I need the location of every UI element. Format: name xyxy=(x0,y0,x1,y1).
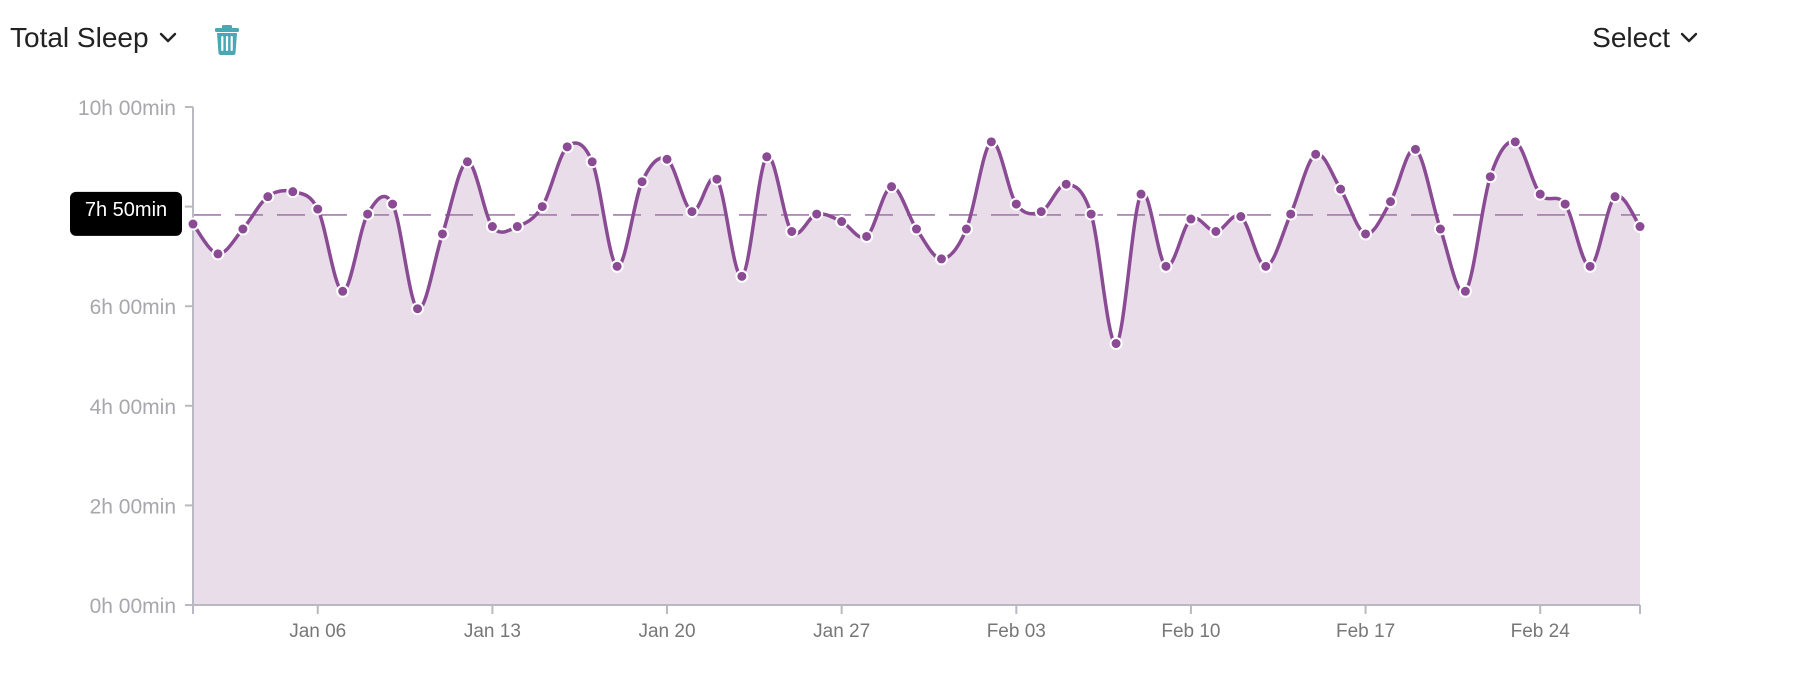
x-tick-label: Feb 03 xyxy=(987,621,1046,642)
data-point xyxy=(710,172,724,186)
data-point xyxy=(860,229,874,243)
data-point xyxy=(1633,220,1647,234)
data-point xyxy=(1209,225,1223,238)
data-point xyxy=(411,302,425,316)
chevron-down-icon xyxy=(159,32,176,43)
data-points-layer xyxy=(186,135,1647,351)
data-point xyxy=(1583,259,1597,273)
data-point xyxy=(1458,284,1472,298)
data-point xyxy=(336,284,350,298)
x-tick-label: Feb 10 xyxy=(1161,621,1220,642)
data-point xyxy=(1009,197,1023,211)
data-point xyxy=(1384,195,1398,209)
data-point xyxy=(635,175,649,189)
x-tick-label: Feb 17 xyxy=(1336,621,1395,642)
data-point xyxy=(1084,207,1098,221)
data-point xyxy=(1234,210,1248,224)
range-dropdown-label: Select xyxy=(1592,22,1670,53)
data-point xyxy=(311,202,325,216)
data-point xyxy=(460,155,474,169)
metric-dropdown[interactable]: Total Sleep xyxy=(10,22,177,54)
range-dropdown[interactable]: Select xyxy=(1592,22,1698,54)
data-point xyxy=(435,227,449,241)
data-point xyxy=(1159,259,1173,273)
data-point xyxy=(885,180,899,194)
data-point xyxy=(1034,205,1048,219)
data-point xyxy=(386,197,400,211)
chart-area-layer xyxy=(193,141,1640,605)
data-point xyxy=(1284,207,1298,221)
data-point xyxy=(835,215,849,229)
data-point xyxy=(286,185,300,199)
data-point xyxy=(735,269,749,283)
data-point xyxy=(361,207,375,221)
y-tick-label: 4h 00min xyxy=(90,396,176,419)
chevron-down-icon xyxy=(1680,32,1698,43)
trash-icon[interactable] xyxy=(210,22,244,56)
x-tick-label: Jan 27 xyxy=(813,621,870,642)
y-tick-label: 2h 00min xyxy=(90,495,176,518)
data-point xyxy=(1608,190,1622,204)
average-badge-layer: 7h 50min xyxy=(70,191,182,236)
data-point xyxy=(1259,259,1273,273)
data-point xyxy=(261,190,275,204)
data-point xyxy=(959,222,973,236)
data-point xyxy=(1059,177,1073,191)
data-point xyxy=(1533,187,1547,201)
data-point xyxy=(1433,222,1447,236)
data-point xyxy=(1408,142,1422,156)
data-point xyxy=(1184,212,1198,226)
data-point xyxy=(1334,182,1348,196)
series-area xyxy=(193,141,1640,605)
data-point xyxy=(984,135,998,149)
data-point xyxy=(560,140,574,154)
data-point xyxy=(1508,135,1522,149)
data-point xyxy=(934,252,948,266)
x-tick-label: Feb 24 xyxy=(1511,621,1571,642)
data-point xyxy=(236,222,250,236)
data-point xyxy=(1359,227,1373,241)
y-tick-label: 6h 00min xyxy=(90,296,176,319)
x-tick-label: Jan 13 xyxy=(464,621,521,642)
data-point xyxy=(585,155,599,169)
data-point xyxy=(685,205,699,219)
chart-toolbar: Total Sleep Select xyxy=(0,0,1810,80)
data-point xyxy=(1109,337,1123,351)
y-tick-label: 0h 00min xyxy=(90,595,176,618)
y-tick-label: 10h 00min xyxy=(78,97,176,120)
data-point xyxy=(760,150,774,164)
data-point xyxy=(510,220,524,234)
data-point xyxy=(660,152,674,166)
average-badge xyxy=(70,191,182,236)
x-tick-label: Jan 06 xyxy=(289,621,346,642)
data-point xyxy=(910,222,923,236)
data-point xyxy=(1134,187,1148,201)
metric-dropdown-label: Total Sleep xyxy=(10,22,149,53)
data-point xyxy=(1309,147,1323,161)
data-point xyxy=(485,220,499,234)
average-badge-label: 7h 50min xyxy=(85,199,167,221)
data-point xyxy=(535,200,549,214)
data-point xyxy=(810,207,824,221)
data-point xyxy=(1558,197,1572,211)
data-point xyxy=(186,217,200,231)
data-point xyxy=(785,225,799,238)
x-tick-label: Jan 20 xyxy=(638,621,695,642)
data-point xyxy=(610,259,624,273)
data-point xyxy=(1483,170,1497,184)
data-point xyxy=(211,247,225,261)
